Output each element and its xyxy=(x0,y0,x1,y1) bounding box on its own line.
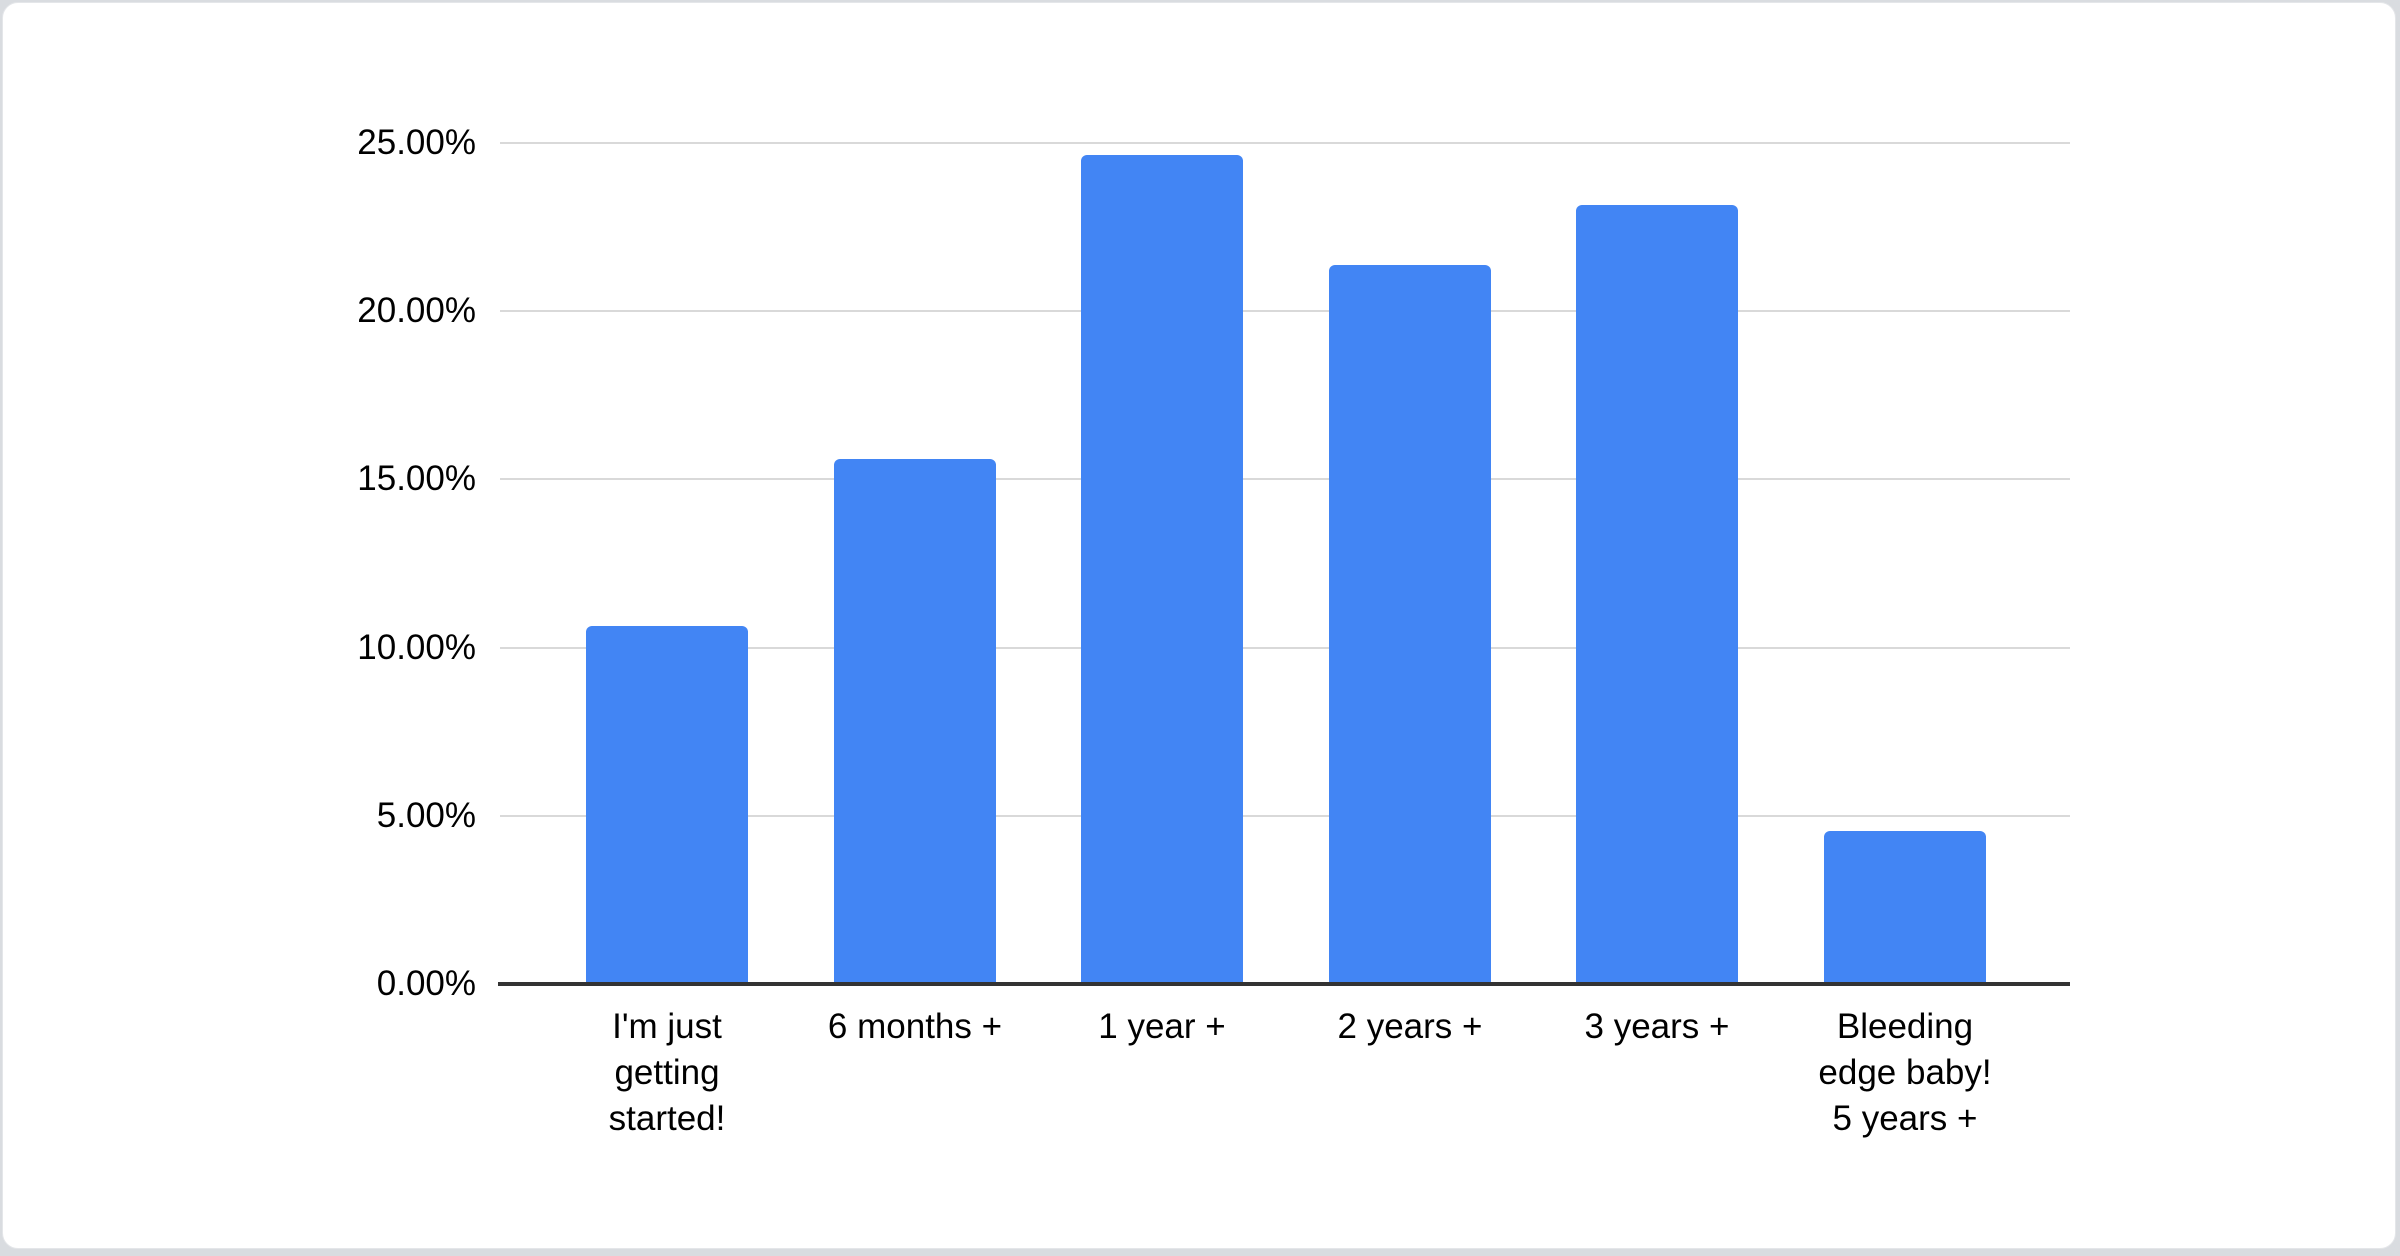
y-axis-tick-label: 15.00% xyxy=(357,459,476,499)
bar[interactable] xyxy=(586,626,748,984)
gridline xyxy=(500,478,2070,481)
bar[interactable] xyxy=(1824,831,1986,984)
x-axis-category-label: 3 years + xyxy=(1584,1007,1730,1046)
x-axis-category-label: 1 year + xyxy=(1098,1007,1226,1046)
bar[interactable] xyxy=(1081,155,1243,984)
gridline xyxy=(500,814,2070,817)
y-axis-tick-label: 25.00% xyxy=(357,123,476,162)
bar[interactable] xyxy=(1576,205,1738,984)
x-axis-category-label: Bleeding edge baby! 5 years + xyxy=(1818,1007,1992,1138)
x-axis-category-label: 2 years + xyxy=(1337,1007,1483,1046)
y-axis-tick-label: 20.00% xyxy=(357,291,476,331)
x-axis-category-label: I'm just getting started! xyxy=(608,1007,726,1138)
bar-chart: 25.00% 20.00% 15.00% 10.00% 5.00% 0.00% I'm ju… xyxy=(3,3,2395,1248)
y-axis-tick-label: 5.00% xyxy=(376,795,476,835)
bar[interactable] xyxy=(1329,265,1491,984)
x-axis-line xyxy=(498,982,2070,986)
gridline xyxy=(500,646,2070,649)
gridline xyxy=(500,310,2070,313)
y-axis-tick-label: 10.00% xyxy=(357,627,476,667)
gridline xyxy=(500,142,2070,144)
bar[interactable] xyxy=(834,459,996,984)
x-axis-category-label: 6 months + xyxy=(827,1007,1003,1046)
y-axis-tick-label: 0.00% xyxy=(376,964,476,1003)
